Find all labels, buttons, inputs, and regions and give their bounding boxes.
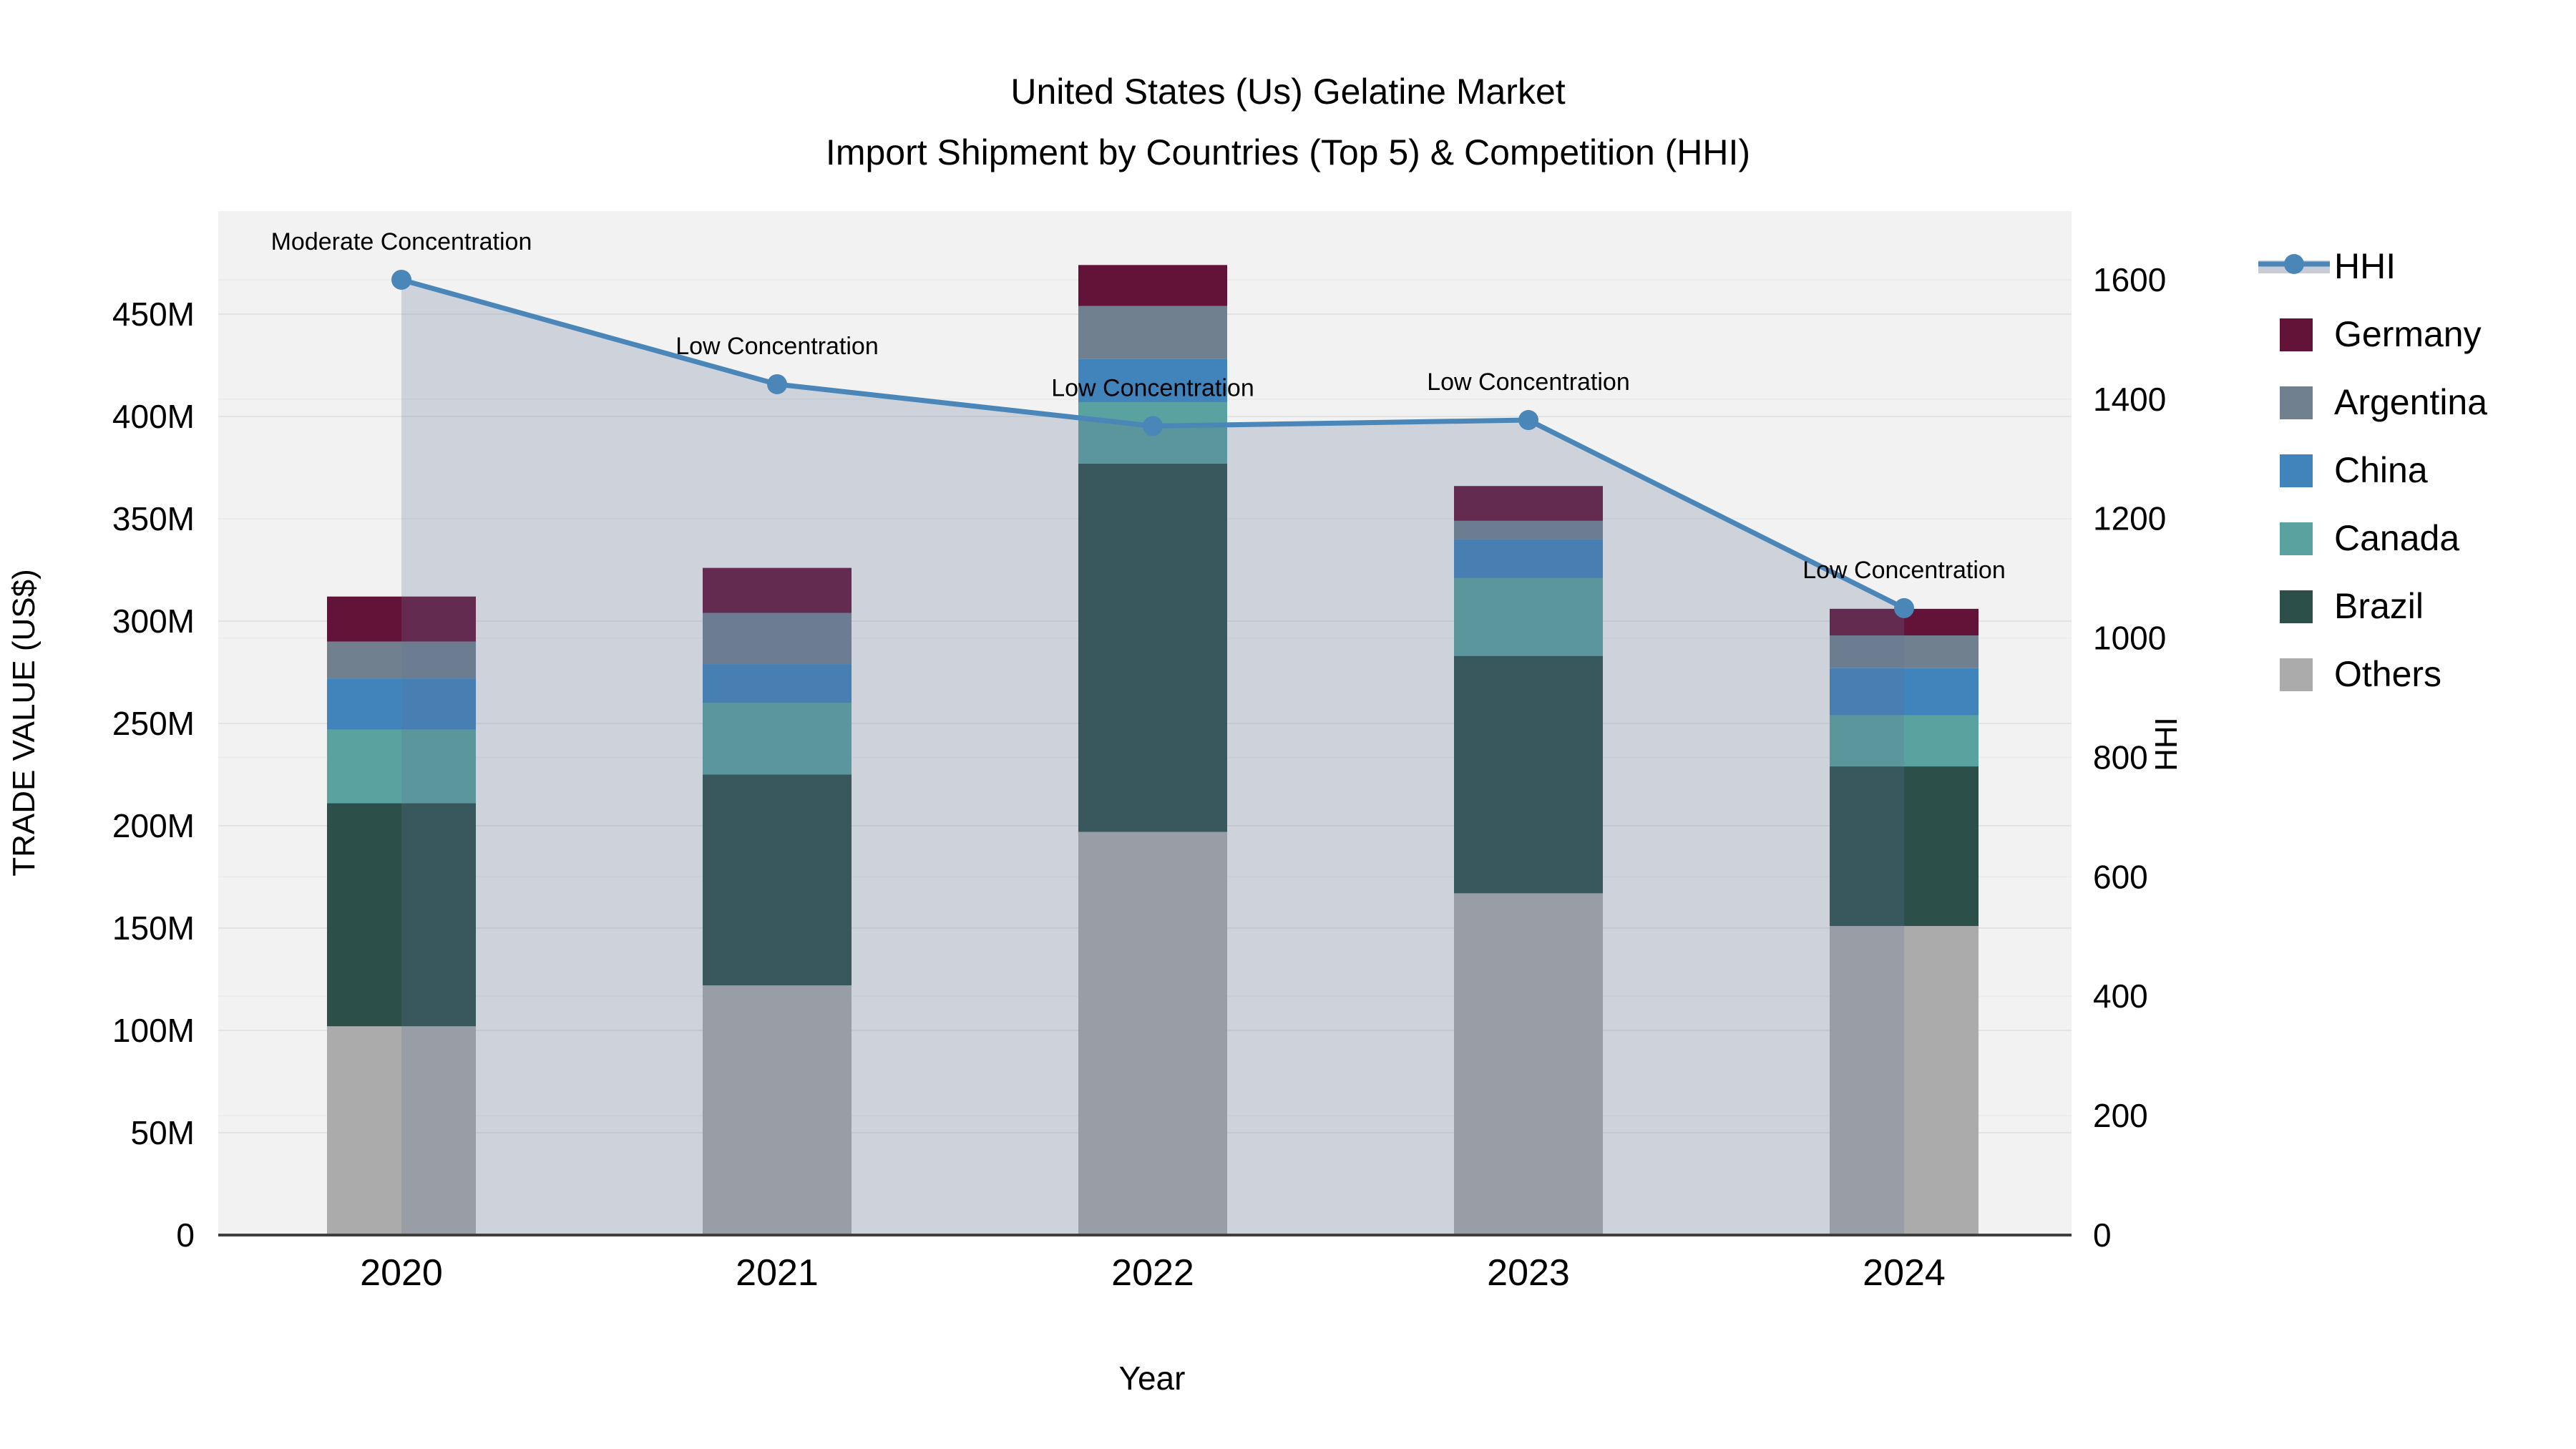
left-tick-300M: 300M — [112, 602, 195, 640]
left-axis-title: TRADE VALUE (US$) — [6, 569, 42, 877]
bar-layer — [327, 265, 1979, 1235]
legend-label-china: China — [2334, 450, 2428, 490]
right-tick-400: 400 — [2093, 977, 2148, 1015]
bar-segment-2021-argentina — [703, 613, 852, 665]
hhi-marker-2022 — [1143, 416, 1163, 436]
left-tick-50M: 50M — [131, 1114, 195, 1151]
left-tick-200M: 200M — [112, 807, 195, 844]
left-tick-400M: 400M — [112, 398, 195, 435]
bar-segment-2023-canada — [1454, 577, 1603, 656]
bar-segment-2024-others — [1830, 926, 1979, 1235]
bar-segment-2020-canada — [327, 729, 476, 804]
bar-segment-2021-germany — [703, 567, 852, 613]
legend-swatch-others — [2280, 658, 2313, 691]
bar-segment-2021-canada — [703, 703, 852, 775]
right-tick-200: 200 — [2093, 1097, 2148, 1134]
legend-layer: HHI Germany Argentina China Canada Brazil Othe… — [2258, 246, 2487, 694]
legend-label-canada: Canada — [2334, 518, 2459, 558]
left-tick-0: 0 — [176, 1216, 195, 1254]
bar-segment-2023-brazil — [1454, 655, 1603, 894]
legend-label-argentina: Argentina — [2334, 382, 2487, 422]
right-tick-600: 600 — [2093, 858, 2148, 895]
bar-segment-2022-argentina — [1078, 306, 1227, 359]
chart-title-line1: United States (Us) Gelatine Market — [1010, 72, 1565, 112]
right-tick-1000: 1000 — [2093, 620, 2166, 657]
legend-item-argentina[interactable]: Argentina — [2280, 382, 2487, 422]
bar-segment-2022-china — [1078, 358, 1227, 402]
hhi-marker-2023 — [1518, 410, 1538, 431]
x-axis-title: Year — [1119, 1360, 1186, 1397]
hhi-area-layer — [401, 279, 1904, 1236]
legend-item-china[interactable]: China — [2280, 450, 2428, 490]
left-tick-350M: 350M — [112, 500, 195, 537]
hhi-area-fill — [401, 279, 1904, 1236]
axis-layer: 0 50M 100M 150M 200M 250M 300M 350M 400M 450M 0 200… — [112, 261, 2166, 1294]
bar-segment-2023-china — [1454, 539, 1603, 578]
bar-segment-2021-china — [703, 664, 852, 703]
legend-swatch-canada — [2280, 522, 2313, 555]
left-tick-150M: 150M — [112, 909, 195, 947]
bar-segment-2020-others — [327, 1026, 476, 1235]
legend-item-hhi[interactable]: HHI — [2258, 246, 2396, 286]
bar-segment-2020-brazil — [327, 803, 476, 1027]
legend-label-brazil: Brazil — [2334, 586, 2424, 626]
legend-hhi-marker — [2284, 254, 2304, 274]
bar-segment-2023-argentina — [1454, 520, 1603, 540]
legend-item-others[interactable]: Others — [2280, 654, 2441, 694]
annotation-2023: Low Concentration — [1427, 369, 1630, 396]
legend-item-canada[interactable]: Canada — [2280, 518, 2459, 558]
hhi-marker-2024 — [1894, 597, 1914, 618]
right-axis-title: HHI — [2149, 717, 2184, 771]
bar-segment-2022-others — [1078, 831, 1227, 1235]
legend-swatch-brazil — [2280, 590, 2313, 623]
hhi-marker-2021 — [767, 374, 787, 394]
annotation-2022: Low Concentration — [1051, 374, 1254, 401]
legend-label-germany: Germany — [2334, 314, 2482, 354]
bar-segment-2021-brazil — [703, 774, 852, 986]
bar-segment-2020-argentina — [327, 641, 476, 679]
hhi-marker-2020 — [391, 269, 411, 290]
x-tick-2020: 2020 — [360, 1252, 443, 1294]
bar-segment-2022-brazil — [1078, 463, 1227, 832]
bar-segment-2021-others — [703, 985, 852, 1235]
x-tick-2024: 2024 — [1863, 1252, 1946, 1294]
bar-segment-2022-germany — [1078, 265, 1227, 306]
left-tick-100M: 100M — [112, 1012, 195, 1049]
legend-swatch-argentina — [2280, 386, 2313, 419]
annotation-2021: Low Concentration — [675, 333, 879, 360]
legend-swatch-china — [2280, 454, 2313, 487]
bar-segment-2023-germany — [1454, 486, 1603, 521]
right-tick-1400: 1400 — [2093, 381, 2166, 418]
right-tick-800: 800 — [2093, 738, 2148, 776]
chart-title-line2: Import Shipment by Countries (Top 5) & C… — [826, 132, 1750, 172]
right-tick-1600: 1600 — [2093, 261, 2166, 298]
right-tick-1200: 1200 — [2093, 500, 2166, 537]
right-tick-0: 0 — [2093, 1216, 2112, 1254]
x-tick-2022: 2022 — [1111, 1252, 1194, 1294]
legend-label-others: Others — [2334, 654, 2441, 694]
bar-segment-2024-canada — [1830, 715, 1979, 767]
x-tick-2021: 2021 — [736, 1252, 819, 1294]
bar-segment-2024-brazil — [1830, 766, 1979, 927]
x-tick-2023: 2023 — [1487, 1252, 1570, 1294]
annotation-layer: Moderate Concentration Low Concentration L… — [271, 228, 2006, 584]
left-tick-450M: 450M — [112, 296, 195, 333]
bar-segment-2024-china — [1830, 668, 1979, 716]
bar-segment-2020-germany — [327, 596, 476, 642]
bar-segment-2023-others — [1454, 893, 1603, 1235]
annotation-2024: Low Concentration — [1802, 557, 2006, 584]
legend-label-hhi: HHI — [2334, 246, 2396, 286]
hhi-line-layer — [391, 269, 1914, 618]
legend-item-brazil[interactable]: Brazil — [2280, 586, 2424, 626]
legend-swatch-germany — [2280, 318, 2313, 351]
legend-item-germany[interactable]: Germany — [2280, 314, 2482, 354]
left-tick-250M: 250M — [112, 705, 195, 742]
annotation-2020: Moderate Concentration — [271, 228, 532, 255]
bar-segment-2020-china — [327, 678, 476, 730]
bar-segment-2024-argentina — [1830, 635, 1979, 668]
